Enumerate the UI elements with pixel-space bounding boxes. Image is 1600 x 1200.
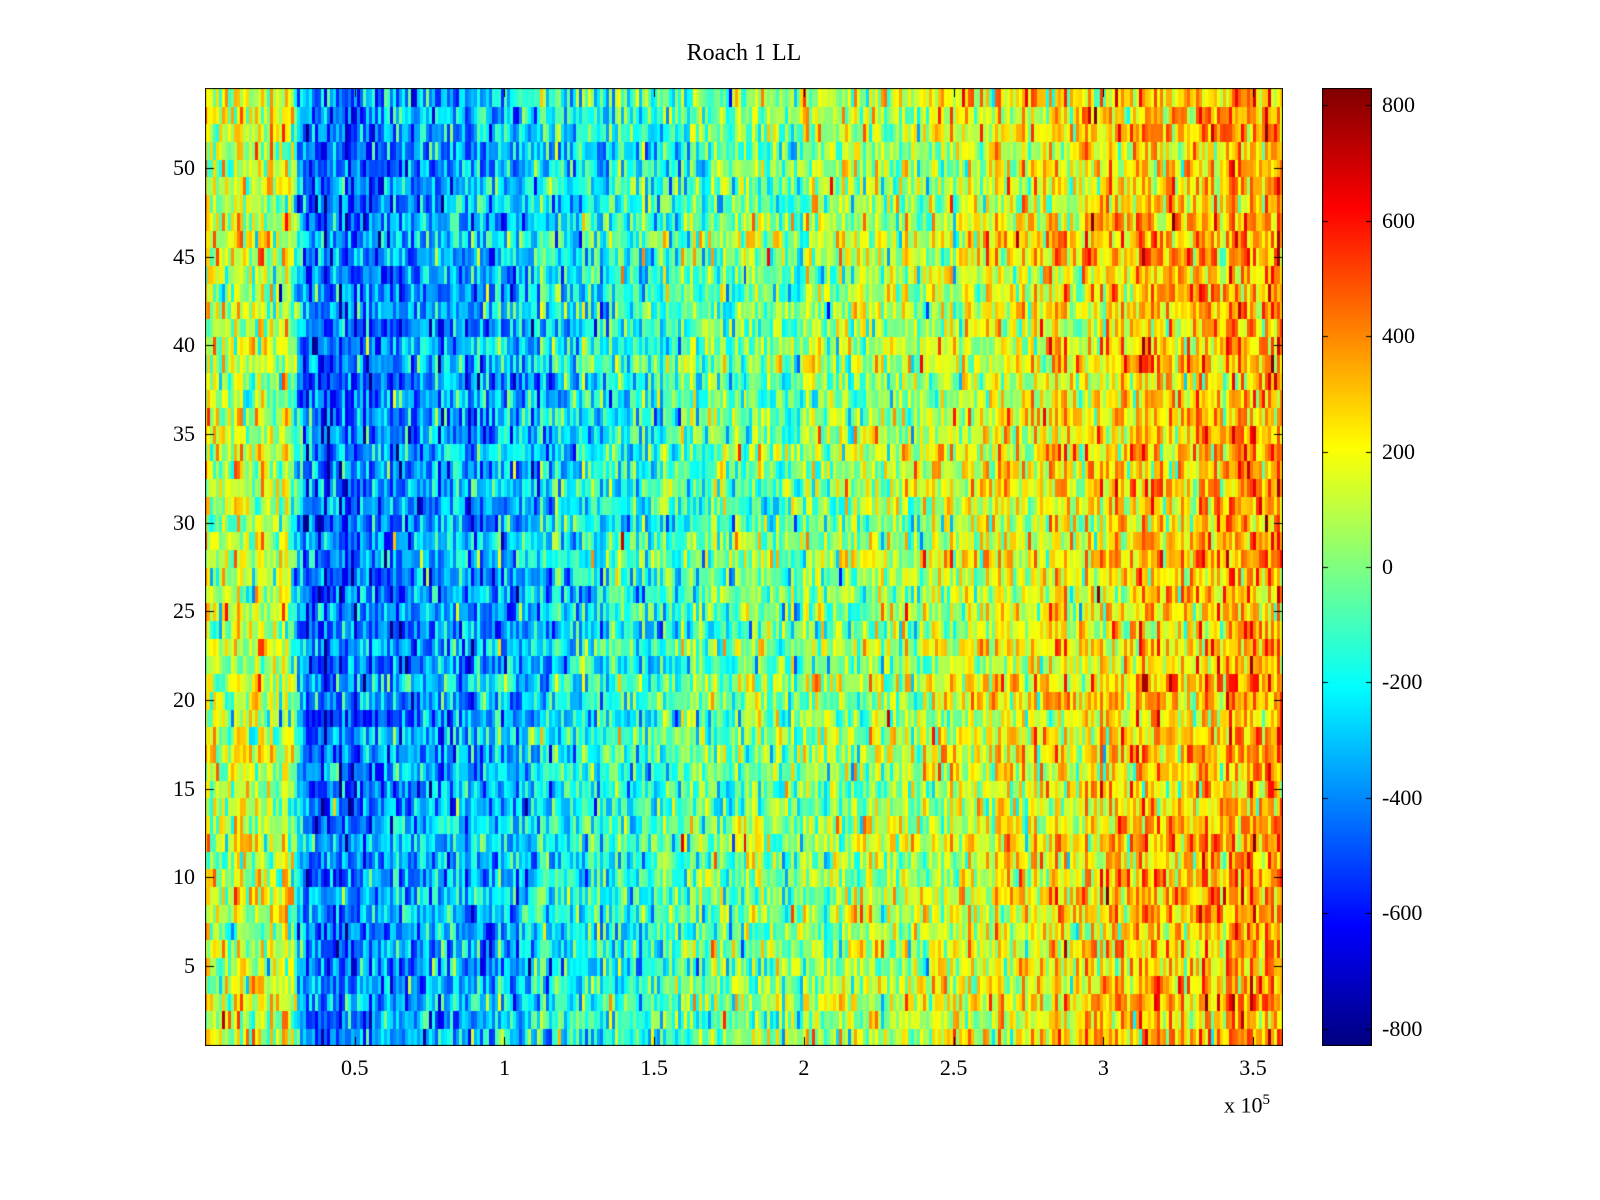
y-tick-label: 30 [173,509,195,535]
y-tick-label: 20 [173,687,195,713]
x-tick-label: 3 [1097,1055,1109,1080]
colorbar-tick-label: -800 [1382,1015,1423,1041]
chart-title: Roach 1 LL [686,40,802,66]
y-tick-label: 5 [184,953,195,979]
y-tick-label: 50 [173,154,195,180]
y-tick-label: 45 [173,243,195,269]
x-axis-exponent-label: x 105 [1150,1092,1270,1118]
y-tick-label: 25 [173,598,195,624]
x-tick-label: 1 [498,1055,510,1080]
y-tick-label: 35 [173,420,195,446]
colorbar-tick-label: 800 [1382,92,1415,118]
x-tick-label: 2.5 [939,1055,968,1080]
y-tick-label: 40 [173,332,195,358]
x-tick-label: 2 [798,1055,810,1080]
x-tick-label: 0.5 [340,1055,369,1080]
colorbar-tick-label: -600 [1382,900,1423,926]
colorbar-tick-label: 200 [1382,438,1415,464]
y-tick-label: 10 [173,864,195,890]
x-tick-label: 1.5 [640,1055,668,1080]
colorbar-tick-label: 0 [1382,554,1393,579]
exponent-value: 5 [1262,1092,1271,1108]
colorbar-tick-label: 600 [1382,207,1415,233]
colorbar-tick-label: -200 [1382,669,1423,695]
colorbar-tick-label: -400 [1382,784,1423,810]
x-tick-label: 3.5 [1239,1055,1267,1080]
heatmap-canvas [205,88,1283,1046]
y-tick-label: 15 [173,775,195,801]
colorbar-tick-label: 400 [1382,323,1415,349]
colorbar-canvas [1322,88,1372,1046]
exponent-prefix: x 10 [1224,1092,1263,1118]
